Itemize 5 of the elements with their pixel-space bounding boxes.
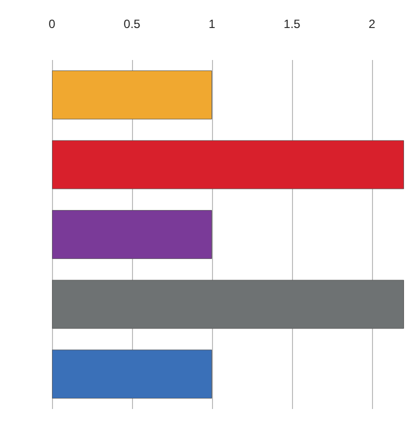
x-tick-label: 2 [368, 17, 376, 31]
x-tick-label: 1.5 [284, 17, 301, 31]
x-tick-label: 0.5 [124, 17, 141, 31]
x-tick-label: 1 [208, 17, 216, 31]
x-tick-label: 0 [48, 17, 56, 31]
